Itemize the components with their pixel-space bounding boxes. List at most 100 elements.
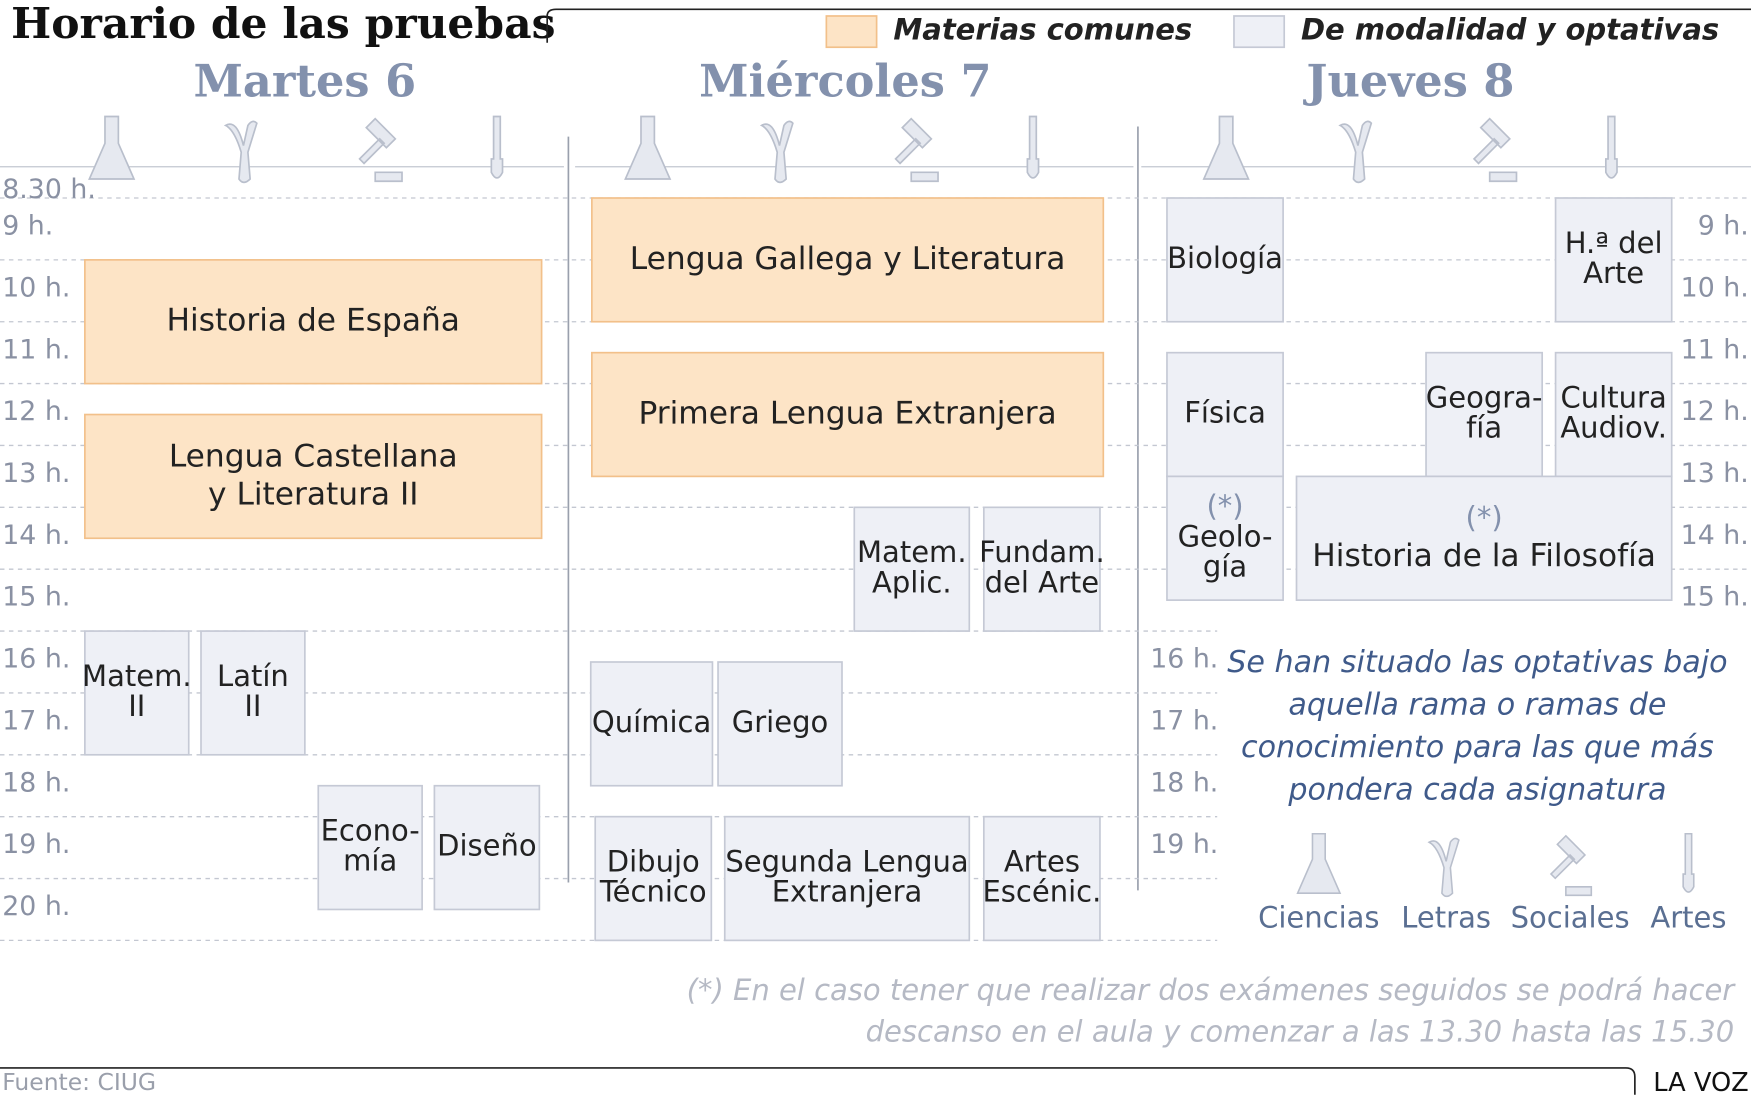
schedule-block xyxy=(1554,351,1673,478)
source: Fuente: CIUG xyxy=(2,1068,156,1096)
hour-label: 15 h. xyxy=(2,582,70,613)
block-label: H.ª del xyxy=(1565,226,1663,260)
legend-label: De modalidad y optativas xyxy=(1301,13,1719,47)
branch-icon xyxy=(1427,837,1460,898)
branch-icon xyxy=(358,117,403,183)
hour-label: 16 h. xyxy=(2,644,70,675)
hour-label: 14 h. xyxy=(2,520,70,551)
hour-label: 10 h. xyxy=(2,272,70,303)
hour-label: 9 h. xyxy=(1698,211,1749,242)
block-label: Audiov. xyxy=(1560,411,1667,445)
schedule-block xyxy=(591,351,1105,478)
schedule-block xyxy=(1166,197,1284,323)
schedule-block xyxy=(589,661,714,787)
block-label: Historia de la Filosofía xyxy=(1312,538,1656,574)
schedule-block xyxy=(717,661,843,787)
block-label: Arte xyxy=(1583,256,1644,290)
branch-icon xyxy=(1202,115,1250,180)
hour-label: 10 h. xyxy=(1681,272,1749,303)
hour-label: 11 h. xyxy=(1681,334,1749,365)
branch-icon xyxy=(624,115,672,180)
block-label: Geogra- xyxy=(1426,380,1543,414)
icon-shape xyxy=(490,115,504,179)
branch-icon xyxy=(1604,115,1618,179)
branch-icon xyxy=(759,120,794,184)
icon-shape xyxy=(1604,115,1618,179)
hour-label: 13 h. xyxy=(1681,458,1749,489)
branch-icon xyxy=(1549,834,1593,897)
block-label: Aplic. xyxy=(872,565,952,599)
schedule-block xyxy=(84,259,543,385)
schedule-block xyxy=(1295,475,1673,601)
block-label: y Literatura II xyxy=(208,476,418,512)
schedule-block xyxy=(317,784,423,911)
hour-label: 15 h. xyxy=(1681,582,1749,613)
schedule-block xyxy=(723,815,971,942)
block-label: Diseño xyxy=(437,829,537,863)
note: conocimiento para las que más xyxy=(1241,730,1714,765)
hour-label: 19 h. xyxy=(2,829,70,860)
title: Horario de las pruebas xyxy=(11,0,555,49)
footnote: (*) En el caso tener que realizar dos ex… xyxy=(687,973,1737,1007)
schedule-block xyxy=(200,630,306,756)
legend-swatch xyxy=(1233,15,1286,49)
icon-shape xyxy=(1296,832,1342,894)
branch-icon xyxy=(490,115,504,179)
icon-shape xyxy=(358,117,403,183)
block-label: Cultura xyxy=(1561,380,1667,414)
icon-shape xyxy=(1338,120,1373,184)
block-label: Lengua Gallega y Literatura xyxy=(630,241,1066,277)
icon-shape xyxy=(1026,115,1040,179)
footnote-mark: (*) xyxy=(1466,500,1503,534)
schedule-block xyxy=(1554,197,1673,323)
note: aquella rama o ramas de xyxy=(1288,688,1666,723)
branch-icon xyxy=(1296,832,1342,894)
hour-label: 12 h. xyxy=(1681,396,1749,427)
block-label: del Arte xyxy=(985,565,1100,599)
block-label: Matem. xyxy=(82,659,192,693)
hour-label: 14 h. xyxy=(1681,520,1749,551)
block-label: II xyxy=(244,689,261,723)
schedule-block xyxy=(1166,351,1284,478)
schedule-block xyxy=(594,815,713,942)
hour-label: 17 h. xyxy=(2,705,70,736)
branch-icon xyxy=(88,115,136,180)
day-title: Martes 6 xyxy=(194,55,417,108)
block-label: II xyxy=(128,689,145,723)
header-rule xyxy=(546,8,1751,43)
block-label: Lengua Castellana xyxy=(169,438,458,474)
icon-shape xyxy=(1427,837,1460,898)
schedule-block xyxy=(84,413,543,540)
icon-shape xyxy=(223,120,258,184)
hour-label: 18 h. xyxy=(1150,767,1218,798)
block-label: gía xyxy=(1203,549,1247,583)
block-label: Fundam. xyxy=(979,535,1105,569)
hour-label: 20 h. xyxy=(2,891,70,922)
block-label: Escénic. xyxy=(982,875,1101,909)
branch-label: Ciencias xyxy=(1258,900,1379,934)
block-label: Física xyxy=(1184,396,1266,430)
hour-label: 17 h. xyxy=(1150,705,1218,736)
block-label: Artes xyxy=(1004,844,1080,878)
block-label: Segunda Lengua xyxy=(725,844,968,878)
footnote: descanso en el aula y comenzar a las 13.… xyxy=(866,1014,1735,1048)
block-label: Primera Lengua Extranjera xyxy=(638,396,1056,432)
icon-shape xyxy=(759,120,794,184)
icon-shape xyxy=(1472,117,1518,183)
schedule-block xyxy=(84,630,190,756)
branch-label: Artes xyxy=(1650,900,1726,934)
branch-icon xyxy=(894,117,939,183)
branch-icon xyxy=(1026,115,1040,179)
hour-label: 16 h. xyxy=(1150,644,1218,675)
branch-icon xyxy=(1472,117,1518,183)
icon-shape xyxy=(1549,834,1593,897)
footer-rule xyxy=(0,1067,1636,1095)
hour-label: 9 h. xyxy=(2,211,53,242)
day-title: Jueves 8 xyxy=(1302,55,1514,108)
block-label: Técnico xyxy=(599,875,707,909)
footnote-mark: (*) xyxy=(1206,489,1243,523)
schedule-block xyxy=(433,784,541,911)
block-label: Historia de España xyxy=(167,303,460,339)
branch-label: Sociales xyxy=(1511,900,1630,934)
